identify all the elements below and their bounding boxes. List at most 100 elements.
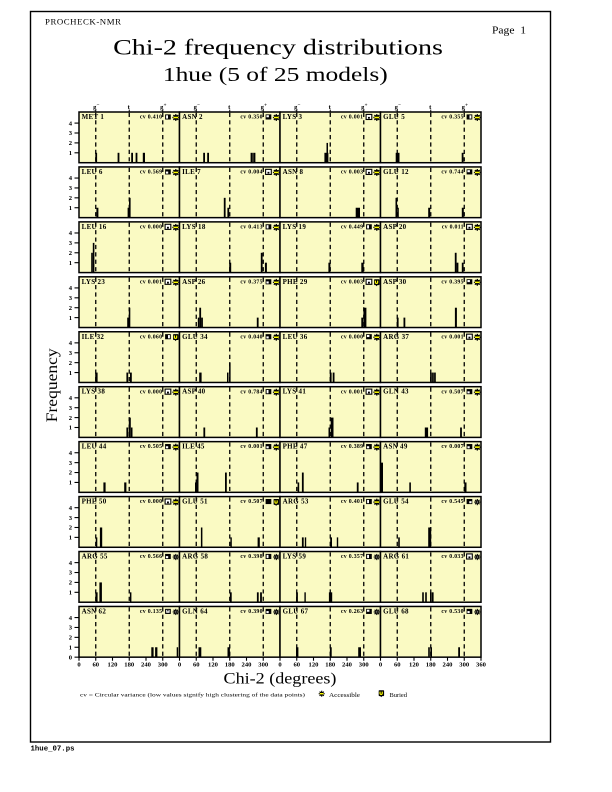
svg-text:2: 2 [69, 140, 73, 147]
svg-text:−: − [197, 104, 200, 109]
svg-text:3: 3 [69, 625, 73, 632]
svg-text:cv 0.413: cv 0.413 [240, 224, 262, 230]
svg-text:cv 0.001: cv 0.001 [341, 389, 363, 395]
svg-text:4: 4 [69, 285, 73, 292]
svg-text:1: 1 [69, 150, 72, 157]
svg-text:cv 0.135: cv 0.135 [140, 609, 162, 615]
svg-text:ILE 7: ILE 7 [182, 168, 201, 176]
svg-text:+: + [264, 104, 267, 109]
svg-text:g: g [93, 104, 97, 111]
svg-text:cv 0.040: cv 0.040 [240, 334, 262, 340]
svg-text:cv 0.000: cv 0.000 [140, 499, 162, 505]
svg-text:0: 0 [379, 661, 383, 668]
svg-text:4: 4 [69, 395, 73, 402]
svg-text:2: 2 [69, 525, 73, 532]
svg-text:cv 0.507: cv 0.507 [441, 389, 463, 395]
svg-text:MET 1: MET 1 [82, 113, 105, 121]
svg-text:−: − [398, 104, 401, 109]
svg-text:3: 3 [69, 240, 73, 247]
svg-text:1: 1 [69, 535, 72, 542]
svg-text:60: 60 [92, 661, 99, 668]
svg-text:120: 120 [409, 661, 420, 668]
svg-text:cv 0.784: cv 0.784 [240, 389, 262, 395]
svg-text:180: 180 [325, 661, 336, 668]
svg-text:cv 0.001: cv 0.001 [240, 444, 262, 450]
svg-text:−: − [298, 104, 301, 109]
svg-text:180: 180 [426, 661, 437, 668]
svg-text:1: 1 [69, 644, 72, 651]
svg-text:0: 0 [69, 654, 73, 661]
svg-text:cv 0.530: cv 0.530 [441, 609, 463, 615]
svg-text:cv 0.744: cv 0.744 [441, 170, 463, 176]
svg-text:cv 0.566: cv 0.566 [140, 554, 162, 560]
svg-text:1: 1 [69, 590, 72, 597]
svg-text:ASN 49: ASN 49 [383, 443, 408, 451]
svg-text:cv 0.003: cv 0.003 [341, 279, 363, 285]
svg-text:g: g [462, 104, 466, 111]
svg-text:cv 0.060: cv 0.060 [140, 334, 162, 340]
svg-text:3: 3 [69, 515, 73, 522]
svg-text:3: 3 [69, 460, 73, 467]
svg-text:cv 0.000: cv 0.000 [140, 389, 162, 395]
svg-text:300: 300 [158, 661, 169, 668]
svg-text:120: 120 [309, 661, 320, 668]
svg-text:cv 0.395: cv 0.395 [441, 279, 463, 285]
svg-text:2: 2 [69, 195, 73, 202]
svg-text:GLU 51: GLU 51 [182, 498, 208, 506]
svg-text:4: 4 [69, 340, 73, 347]
svg-text:ARG 37: ARG 37 [383, 333, 409, 341]
svg-text:g: g [194, 104, 198, 111]
svg-text:LYS 38: LYS 38 [82, 388, 106, 396]
svg-text:g: g [361, 104, 365, 111]
svg-text:ASP 30: ASP 30 [383, 278, 407, 286]
svg-text:ARG 53: ARG 53 [283, 498, 309, 506]
svg-text:ARG 55: ARG 55 [82, 553, 108, 561]
svg-text:cv 0.355: cv 0.355 [441, 115, 463, 121]
svg-text:cv 0.401: cv 0.401 [341, 499, 363, 505]
svg-text:ASN 8: ASN 8 [283, 168, 304, 176]
svg-text:PROCHECK-NMR: PROCHECK-NMR [45, 16, 122, 26]
svg-text:g: g [261, 104, 265, 111]
svg-text:3: 3 [69, 185, 73, 192]
svg-text:ASP 20: ASP 20 [383, 223, 407, 231]
svg-text:cv 0.507: cv 0.507 [240, 499, 262, 505]
svg-text:+: + [365, 104, 368, 109]
svg-text:t: t [128, 104, 131, 111]
svg-text:cv 0.001: cv 0.001 [341, 115, 363, 121]
svg-text:cv 0.375: cv 0.375 [240, 279, 262, 285]
svg-text:cv 0.004: cv 0.004 [240, 170, 262, 176]
svg-text:cv 0.000: cv 0.000 [140, 224, 162, 230]
svg-text:4: 4 [69, 505, 73, 512]
svg-text:GLU 54: GLU 54 [383, 498, 409, 506]
svg-text:GLU 12: GLU 12 [383, 168, 409, 176]
svg-text:ARG 58: ARG 58 [182, 553, 208, 561]
svg-text:cv 0.001: cv 0.001 [441, 334, 463, 340]
svg-text:cv 0.569: cv 0.569 [140, 170, 162, 176]
svg-text:+: + [465, 104, 468, 109]
svg-text:LYS 23: LYS 23 [82, 278, 106, 286]
svg-text:ILE 45: ILE 45 [182, 443, 205, 451]
svg-text:2: 2 [69, 635, 73, 642]
svg-text:ASN 62: ASN 62 [82, 607, 107, 615]
svg-text:GLU 5: GLU 5 [383, 113, 405, 121]
svg-text:Chi-2 (degrees): Chi-2 (degrees) [224, 669, 337, 687]
svg-text:3: 3 [69, 570, 73, 577]
svg-text:3: 3 [69, 350, 73, 357]
svg-text:LEU 44: LEU 44 [82, 443, 107, 451]
svg-text:GLN 43: GLN 43 [383, 388, 409, 396]
svg-text:240: 240 [141, 661, 152, 668]
svg-text:Page 1: Page 1 [492, 26, 526, 37]
svg-text:cv 0.390: cv 0.390 [240, 609, 262, 615]
svg-text:GLU 34: GLU 34 [182, 333, 208, 341]
svg-text:180: 180 [225, 661, 236, 668]
svg-text:cv 0.350: cv 0.350 [240, 115, 262, 121]
svg-text:1: 1 [69, 425, 72, 432]
svg-text:0: 0 [77, 661, 81, 668]
svg-text:cv 0.011: cv 0.011 [442, 224, 464, 230]
svg-text:GLN 64: GLN 64 [182, 607, 208, 615]
svg-text:g: g [294, 104, 298, 111]
svg-text:4: 4 [69, 230, 73, 237]
svg-text:t: t [228, 104, 231, 111]
svg-text:GLU 68: GLU 68 [383, 607, 409, 615]
svg-text:cv 0.398: cv 0.398 [240, 554, 262, 560]
